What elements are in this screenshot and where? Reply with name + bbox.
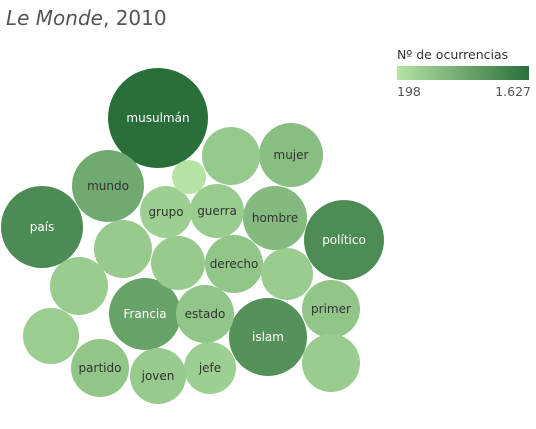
color-legend: Nº de ocurrencias 198 1.627 bbox=[397, 47, 532, 99]
bubble-23[interactable] bbox=[172, 160, 206, 194]
bubble-label: Francia bbox=[123, 307, 166, 321]
bubble-18[interactable] bbox=[151, 236, 205, 290]
bubble-circle[interactable] bbox=[176, 285, 234, 343]
bubble-político[interactable]: político bbox=[304, 200, 384, 280]
bubble-label: estado bbox=[185, 307, 226, 321]
bubble-partido[interactable]: partido bbox=[71, 339, 129, 397]
bubble-circle[interactable] bbox=[140, 186, 192, 238]
legend-max-label: 1.627 bbox=[495, 84, 531, 99]
bubble-label: político bbox=[322, 233, 366, 247]
bubble-circle[interactable] bbox=[71, 339, 129, 397]
bubble-circle[interactable] bbox=[172, 160, 206, 194]
bubble-circle[interactable] bbox=[109, 278, 181, 350]
bubble-circle[interactable] bbox=[259, 123, 323, 187]
bubble-label: jefe bbox=[198, 361, 221, 375]
bubble-estado[interactable]: estado bbox=[176, 285, 234, 343]
bubble-17[interactable] bbox=[202, 127, 260, 185]
legend-gradient-bar bbox=[397, 66, 529, 80]
bubble-mundo[interactable]: mundo bbox=[72, 150, 144, 222]
bubble-Francia[interactable]: Francia bbox=[109, 278, 181, 350]
title-year: , 2010 bbox=[102, 6, 167, 30]
bubble-label: hombre bbox=[252, 211, 298, 225]
bubble-circle[interactable] bbox=[302, 334, 360, 392]
bubble-guerra[interactable]: guerra bbox=[190, 184, 244, 238]
bubble-label: derecho bbox=[210, 257, 259, 271]
legend-title: Nº de ocurrencias bbox=[397, 47, 509, 62]
bubble-label: país bbox=[30, 220, 55, 234]
bubble-label: grupo bbox=[148, 205, 183, 219]
bubble-20[interactable] bbox=[50, 257, 108, 315]
bubble-circle[interactable] bbox=[130, 348, 186, 404]
bubble-islam[interactable]: islam bbox=[229, 298, 307, 376]
bubble-21[interactable] bbox=[23, 308, 79, 364]
chart-title: Le Monde, 2010 bbox=[6, 6, 167, 30]
legend-min-label: 198 bbox=[397, 84, 421, 99]
bubble-circle[interactable] bbox=[243, 186, 307, 250]
bubble-circle[interactable] bbox=[205, 235, 263, 293]
bubble-circle[interactable] bbox=[190, 184, 244, 238]
bubble-jefe[interactable]: jefe bbox=[184, 342, 236, 394]
bubble-circle[interactable] bbox=[50, 257, 108, 315]
bubble-circle[interactable] bbox=[108, 68, 208, 168]
bubble-primer[interactable]: primer bbox=[302, 280, 360, 338]
bubble-derecho[interactable]: derecho bbox=[205, 235, 263, 293]
bubble-circle[interactable] bbox=[302, 280, 360, 338]
bubble-label: partido bbox=[79, 361, 122, 375]
bubble-16[interactable] bbox=[94, 220, 152, 278]
bubble-hombre[interactable]: hombre bbox=[243, 186, 307, 250]
bubble-circle[interactable] bbox=[151, 236, 205, 290]
bubble-circle[interactable] bbox=[261, 248, 313, 300]
bubble-musulmán[interactable]: musulmán bbox=[108, 68, 208, 168]
bubble-circle[interactable] bbox=[72, 150, 144, 222]
bubble-circle[interactable] bbox=[94, 220, 152, 278]
bubble-label: musulmán bbox=[126, 111, 189, 125]
bubble-22[interactable] bbox=[302, 334, 360, 392]
bubble-label: primer bbox=[311, 302, 351, 316]
title-italic: Le Monde bbox=[6, 6, 103, 30]
bubble-circle[interactable] bbox=[184, 342, 236, 394]
bubble-19[interactable] bbox=[261, 248, 313, 300]
bubble-joven[interactable]: joven bbox=[130, 348, 186, 404]
bubble-circle[interactable] bbox=[229, 298, 307, 376]
bubble-mujer[interactable]: mujer bbox=[259, 123, 323, 187]
legend-labels: 198 1.627 bbox=[397, 84, 531, 99]
bubble-label: guerra bbox=[197, 204, 237, 218]
bubble-label: islam bbox=[252, 330, 284, 344]
bubble-circle[interactable] bbox=[202, 127, 260, 185]
bubble-label: mundo bbox=[87, 179, 129, 193]
bubble-país[interactable]: país bbox=[1, 186, 83, 268]
bubble-circle[interactable] bbox=[1, 186, 83, 268]
bubble-circle[interactable] bbox=[23, 308, 79, 364]
bubble-grupo[interactable]: grupo bbox=[140, 186, 192, 238]
bubble-label: mujer bbox=[274, 148, 309, 162]
bubble-circle[interactable] bbox=[304, 200, 384, 280]
bubble-label: joven bbox=[141, 369, 175, 383]
